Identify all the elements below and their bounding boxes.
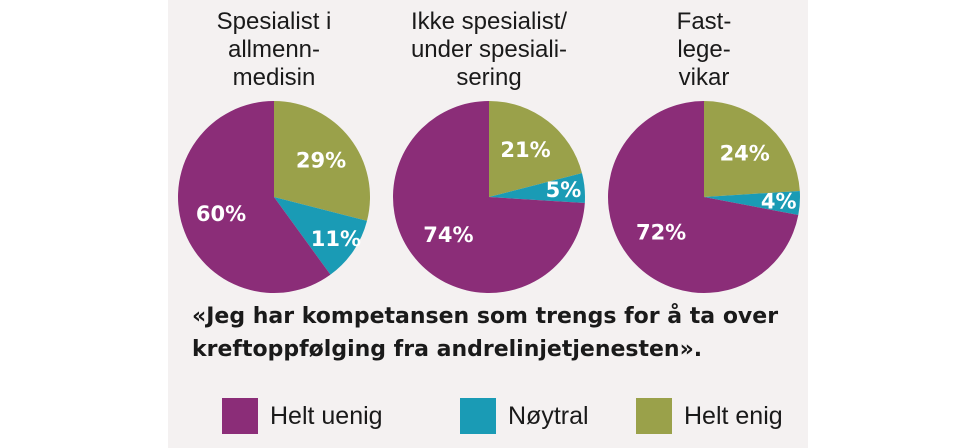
pie-2-label-noytral: 5%: [546, 178, 582, 202]
pie-title-2-line-1: Ikke spesialist/: [410, 8, 568, 35]
pie-3-slice-helt-uenig: [608, 101, 799, 294]
pie-1-slice-noytral: [274, 197, 367, 275]
pie-2-slice-helt-enig: [489, 101, 582, 197]
pie-1-slice-helt-enig: [274, 101, 370, 221]
pie-title-3-line-1: Fast-: [676, 8, 732, 35]
pie-title-1: Spesialist i allmenn- medisin: [174, 8, 374, 92]
legend-swatch-helt-uenig: [222, 398, 258, 434]
legend-swatch-noytral: [460, 398, 496, 434]
legend-label-helt-uenig: Helt uenig: [270, 401, 383, 430]
legend-item-noytral: Nøytral: [460, 398, 589, 434]
pie-1-label-helt-enig: 29%: [296, 149, 346, 173]
pie-2-label-helt-enig: 21%: [500, 138, 550, 162]
pie-3-label-helt-enig: 24%: [720, 142, 770, 166]
pie-2-slice-helt-uenig: [393, 101, 585, 293]
pie-1-label-noytral: 11%: [311, 227, 361, 251]
pie-1-label-helt-uenig: 60%: [196, 202, 246, 226]
pie-title-3-line-2: lege-: [677, 36, 731, 63]
legend-label-noytral: Nøytral: [508, 401, 589, 430]
chart-caption: «Jeg har kompetansen som trengs for å ta…: [192, 300, 812, 366]
legend-item-helt-enig: Helt enig: [636, 398, 783, 434]
pie-title-1-line-1: Spesialist i: [216, 8, 332, 35]
pie-title-2-line-2: under spesiali-: [410, 36, 568, 63]
pie-title-1-line-2: allmenn-: [227, 36, 321, 63]
caption-line-1: «Jeg har kompetansen som trengs for å ta…: [192, 304, 779, 329]
pie-3-slice-noytral: [704, 190, 800, 215]
pie-3-slice-helt-enig: [704, 101, 800, 197]
legend-swatch-helt-enig: [636, 398, 672, 434]
pie-title-1-line-3: medisin: [232, 64, 316, 91]
pie-title-2-line-3: sering: [456, 64, 522, 91]
pie-title-2: Ikke spesialist/ under spesiali- sering: [389, 8, 589, 92]
legend-label-helt-enig: Helt enig: [684, 401, 783, 430]
pie-title-3: Fast- lege- vikar: [604, 8, 804, 92]
caption-line-2: kreftoppfølging fra andrelinjetjenesten»…: [192, 337, 703, 362]
pie-2-label-helt-uenig: 74%: [423, 223, 473, 247]
pie-title-3-line-3: vikar: [678, 64, 730, 91]
pie-2-slice-noytral: [489, 173, 585, 204]
pie-3-label-helt-uenig: 72%: [636, 221, 686, 245]
pie-1-slice-helt-uenig: [177, 101, 331, 294]
legend-item-helt-uenig: Helt uenig: [222, 398, 383, 434]
